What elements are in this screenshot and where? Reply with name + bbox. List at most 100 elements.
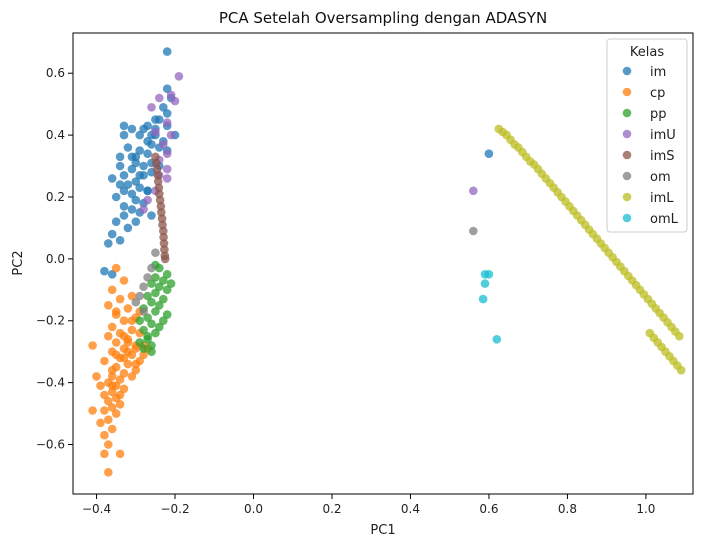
point-im-11 xyxy=(135,130,144,140)
point-imU-11 xyxy=(162,164,172,174)
x-tick-label-0: −0.4 xyxy=(82,502,111,516)
legend-label-imS: imS xyxy=(650,149,675,164)
point-om-0 xyxy=(151,248,160,257)
point-cp-11 xyxy=(127,325,137,335)
legend-marker-cp xyxy=(622,87,632,97)
point-imS-15 xyxy=(160,245,169,254)
point-pp-18 xyxy=(147,319,156,329)
point-pp-20 xyxy=(139,325,148,335)
point-pp-16 xyxy=(143,313,152,322)
plot-frame xyxy=(72,32,694,495)
point-pp-23 xyxy=(135,338,144,347)
point-cp-49 xyxy=(88,406,97,415)
y-tick-label-6: 0.6 xyxy=(46,66,65,80)
point-imU-0 xyxy=(174,72,184,81)
x-tick-label-6: 0.8 xyxy=(558,502,577,516)
point-pp-9 xyxy=(143,291,152,301)
point-pp-12 xyxy=(155,301,164,310)
legend: Kelas im cp pp imU imS om imL omL xyxy=(606,38,688,233)
point-cp-31 xyxy=(107,387,117,397)
point-im-14 xyxy=(119,130,129,140)
point-pp-25 xyxy=(139,344,148,353)
point-cp-4 xyxy=(115,294,125,304)
point-im-23 xyxy=(139,161,148,171)
point-im-64 xyxy=(484,149,494,158)
point-cp-10 xyxy=(107,322,117,332)
point-im-26 xyxy=(119,171,129,180)
x-tick-label-4: 0.4 xyxy=(401,502,420,516)
point-im-0 xyxy=(162,47,172,56)
point-cp-22 xyxy=(123,359,133,369)
point-cp-45 xyxy=(104,468,113,477)
point-pp-26 xyxy=(147,347,156,357)
point-im-31 xyxy=(115,180,125,189)
point-pp-1 xyxy=(155,263,164,273)
point-im-12 xyxy=(127,124,137,134)
point-im-46 xyxy=(123,223,133,233)
x-tick-label-7: 1.0 xyxy=(636,502,655,516)
point-im-3 xyxy=(159,103,168,112)
y-tick-label-3: 0.0 xyxy=(46,252,65,266)
point-cp-26 xyxy=(107,372,117,381)
point-pp-19 xyxy=(155,322,164,332)
point-pp-10 xyxy=(159,294,168,304)
point-imS-3 xyxy=(153,171,163,180)
legend-label-omL: omL xyxy=(650,212,679,227)
point-pp-7 xyxy=(162,285,172,295)
point-cp-3 xyxy=(127,291,137,301)
point-im-37 xyxy=(131,195,141,205)
point-imS-17 xyxy=(160,254,170,264)
point-omL-4 xyxy=(492,335,502,344)
point-im-25 xyxy=(127,164,137,174)
point-omL-3 xyxy=(478,294,488,304)
x-tick-label-5: 0.6 xyxy=(479,502,498,516)
point-pp-28 xyxy=(159,316,168,326)
point-cp-53 xyxy=(131,359,141,369)
point-cp-52 xyxy=(139,350,148,360)
point-pp-3 xyxy=(151,273,160,282)
point-imU-2 xyxy=(155,93,164,103)
point-cp-64 xyxy=(111,350,121,360)
point-im-15 xyxy=(147,140,156,149)
y-axis: −0.6 −0.4 −0.2 0.0 0.2 0.4 0.6 xyxy=(36,66,73,451)
point-imS-5 xyxy=(154,183,164,192)
point-im-55 xyxy=(107,270,117,279)
point-imL-55 xyxy=(645,328,655,338)
point-cp-36 xyxy=(107,403,117,412)
point-imS-14 xyxy=(159,239,169,248)
point-pp-5 xyxy=(147,279,156,288)
point-cp-30 xyxy=(119,384,129,394)
x-axis-label: PC1 xyxy=(370,523,395,538)
point-cp-57 xyxy=(127,372,137,381)
point-im-50 xyxy=(143,186,152,196)
point-cp-38 xyxy=(111,409,121,418)
point-cp-44 xyxy=(100,449,109,459)
point-im-49 xyxy=(104,239,113,248)
point-im-42 xyxy=(147,211,156,220)
point-cp-54 xyxy=(123,347,133,357)
point-im-59 xyxy=(135,171,144,180)
point-im-30 xyxy=(123,180,133,189)
point-im-22 xyxy=(131,158,141,168)
point-om-3 xyxy=(139,282,148,292)
point-imU-15 xyxy=(143,195,152,205)
point-cp-35 xyxy=(115,400,125,409)
point-cp-63 xyxy=(107,365,117,375)
legend-marker-im xyxy=(622,66,632,76)
point-omL-1 xyxy=(484,270,494,279)
legend-label-imU: imU xyxy=(650,128,676,143)
point-cp-39 xyxy=(104,415,113,425)
point-im-45 xyxy=(131,217,141,226)
point-imL-46 xyxy=(675,331,684,341)
point-im-53 xyxy=(131,152,141,162)
point-cp-0 xyxy=(111,263,121,273)
y-tick-label-5: 0.4 xyxy=(46,128,65,142)
legend-marker-imS xyxy=(622,150,632,160)
point-im-43 xyxy=(119,211,129,220)
point-imU-6 xyxy=(151,127,160,137)
point-cp-43 xyxy=(104,440,113,449)
point-imU-9 xyxy=(162,149,172,158)
point-cp-46 xyxy=(115,449,125,459)
legend-marker-imU xyxy=(622,129,632,139)
point-pp-6 xyxy=(155,282,164,292)
